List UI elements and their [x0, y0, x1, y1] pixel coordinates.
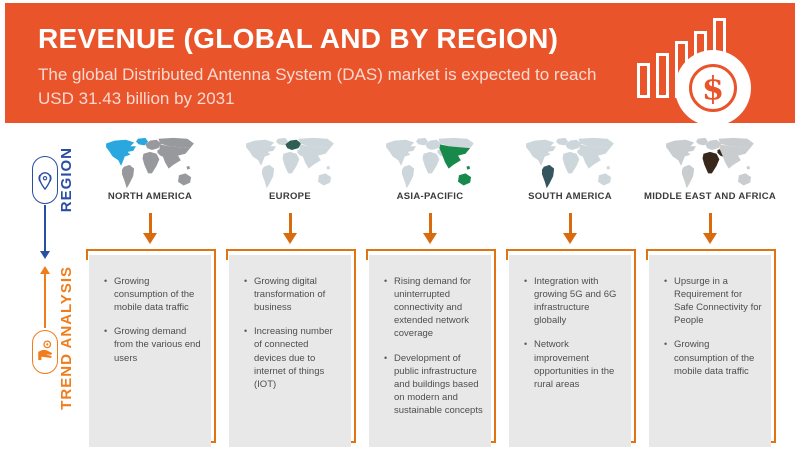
trend-bullet: Integration with growing 5G and 6G infra…	[524, 275, 623, 327]
continent-africa	[702, 151, 720, 174]
region-asia-north	[298, 137, 334, 149]
continent-europe	[705, 139, 722, 150]
trend-box-middle-east-africa: Upsurge in a Requirement for Safe Connec…	[649, 255, 771, 447]
continent-south-america	[122, 164, 135, 189]
continent-australia	[178, 173, 192, 186]
region-label: EUROPE	[269, 191, 311, 202]
continent-europe	[145, 139, 162, 150]
region-asia-south	[159, 144, 191, 169]
trend-bullet: Growing consumption of the mobile data t…	[104, 275, 203, 314]
world-map-middle-east-africa-icon	[666, 137, 754, 189]
continent-australia	[458, 173, 472, 186]
island-pacific	[746, 165, 751, 170]
region-label: MIDDLE EAST AND AFRICA	[643, 191, 777, 202]
continent-greenland	[136, 137, 149, 146]
down-arrow-icon	[143, 213, 157, 244]
region-columns: NORTH AMERICA Growing consumption of the…	[85, 136, 785, 450]
revenue-growth-art: $	[620, 10, 780, 128]
continent-north-america	[246, 139, 276, 166]
region-section-label: REGION	[58, 147, 75, 213]
dollar-ring: $	[689, 64, 737, 112]
region-asia-north	[438, 137, 474, 149]
region-asia-north	[158, 137, 194, 149]
orange-arrow-up-icon	[40, 266, 50, 328]
down-arrow-icon	[423, 213, 437, 244]
island-pacific	[606, 165, 611, 170]
island-pacific	[186, 165, 191, 170]
continent-greenland	[556, 137, 569, 146]
island-pacific	[326, 165, 331, 170]
trend-bullet: Network improvement opportunities in the…	[524, 338, 623, 390]
trend-bullet: Upsurge in a Requirement for Safe Connec…	[664, 275, 763, 327]
island-pacific	[466, 165, 471, 170]
trend-box-europe: Growing digital transformation of busine…	[229, 255, 351, 447]
continent-north-america	[666, 139, 696, 166]
continent-north-america	[386, 139, 416, 166]
trend-bullet: Growing demand from the various end user…	[104, 325, 203, 364]
trend-bullet: Growing consumption of the mobile data t…	[664, 338, 763, 377]
continent-australia	[598, 173, 612, 186]
world-map-asia-pacific-icon	[386, 137, 474, 189]
region-label: ASIA-PACIFIC	[396, 191, 464, 202]
header-banner: REVENUE (GLOBAL AND BY REGION) The globa…	[5, 3, 795, 126]
continent-australia	[318, 173, 332, 186]
region-asia-south	[299, 144, 331, 169]
hand-coin-icon	[32, 330, 58, 374]
trend-box-south-america: Integration with growing 5G and 6G infra…	[509, 255, 631, 447]
continent-south-america	[402, 164, 415, 189]
trend-bullet: Growing digital transformation of busine…	[244, 275, 343, 314]
column-north-america: NORTH AMERICA Growing consumption of the…	[85, 136, 225, 450]
continent-australia	[738, 173, 752, 186]
dollar-icon: $	[701, 69, 725, 107]
blue-arrow-down-icon	[40, 205, 50, 259]
continent-africa	[422, 151, 440, 174]
trend-box-north-america: Growing consumption of the mobile data t…	[89, 255, 211, 447]
region-asia-south	[719, 144, 751, 169]
region-asia-south	[579, 144, 611, 169]
continent-south-america	[682, 164, 695, 189]
continent-north-america	[526, 139, 556, 166]
continent-africa	[142, 151, 160, 174]
trend-box-asia-pacific: Rising demand for uninterrupted connecti…	[369, 255, 491, 447]
continent-greenland	[276, 137, 289, 146]
continent-greenland	[416, 137, 429, 146]
continent-south-america	[262, 164, 275, 189]
region-asia-north	[578, 137, 614, 149]
dollar-coin-icon: $	[675, 50, 751, 126]
bar-chart-icon	[637, 63, 650, 98]
bar-chart-icon	[656, 53, 669, 98]
world-map-europe-icon	[246, 137, 334, 189]
column-europe: EUROPE Growing digital transformation of…	[225, 136, 365, 450]
column-asia-pacific: ASIA-PACIFIC Rising demand for uninterru…	[365, 136, 505, 450]
region-label: SOUTH AMERICA	[528, 191, 612, 202]
trend-bullet: Development of public infrastructure and…	[384, 352, 483, 418]
trend-bullet: Increasing number of connected devices d…	[244, 325, 343, 391]
continent-africa	[562, 151, 580, 174]
region-asia-north	[718, 137, 754, 149]
down-arrow-icon	[703, 213, 717, 244]
continent-europe	[425, 139, 442, 150]
world-map-south-america-icon	[526, 137, 614, 189]
region-label: NORTH AMERICA	[107, 191, 193, 202]
world-map-north-america-icon	[106, 137, 194, 189]
page-subtitle: The global Distributed Antenna System (D…	[38, 65, 597, 109]
location-pin-icon	[32, 156, 58, 204]
down-arrow-icon	[283, 213, 297, 244]
continent-north-america	[106, 139, 136, 166]
column-south-america: SOUTH AMERICA Integration with growing 5…	[505, 136, 645, 450]
continent-africa	[282, 151, 300, 174]
continent-greenland	[696, 137, 709, 146]
region-asia-south	[439, 144, 471, 169]
page-title: REVENUE (GLOBAL AND BY REGION)	[38, 23, 559, 54]
down-arrow-icon	[563, 213, 577, 244]
continent-europe	[565, 139, 582, 150]
column-middle-east-africa: MIDDLE EAST AND AFRICA Upsurge in a Requ…	[644, 136, 785, 450]
continent-south-america	[542, 164, 555, 189]
continent-europe	[285, 139, 302, 150]
trend-bullet: Rising demand for uninterrupted connecti…	[384, 275, 483, 341]
trend-analysis-section-label: TREND ANALYSIS	[58, 266, 75, 410]
